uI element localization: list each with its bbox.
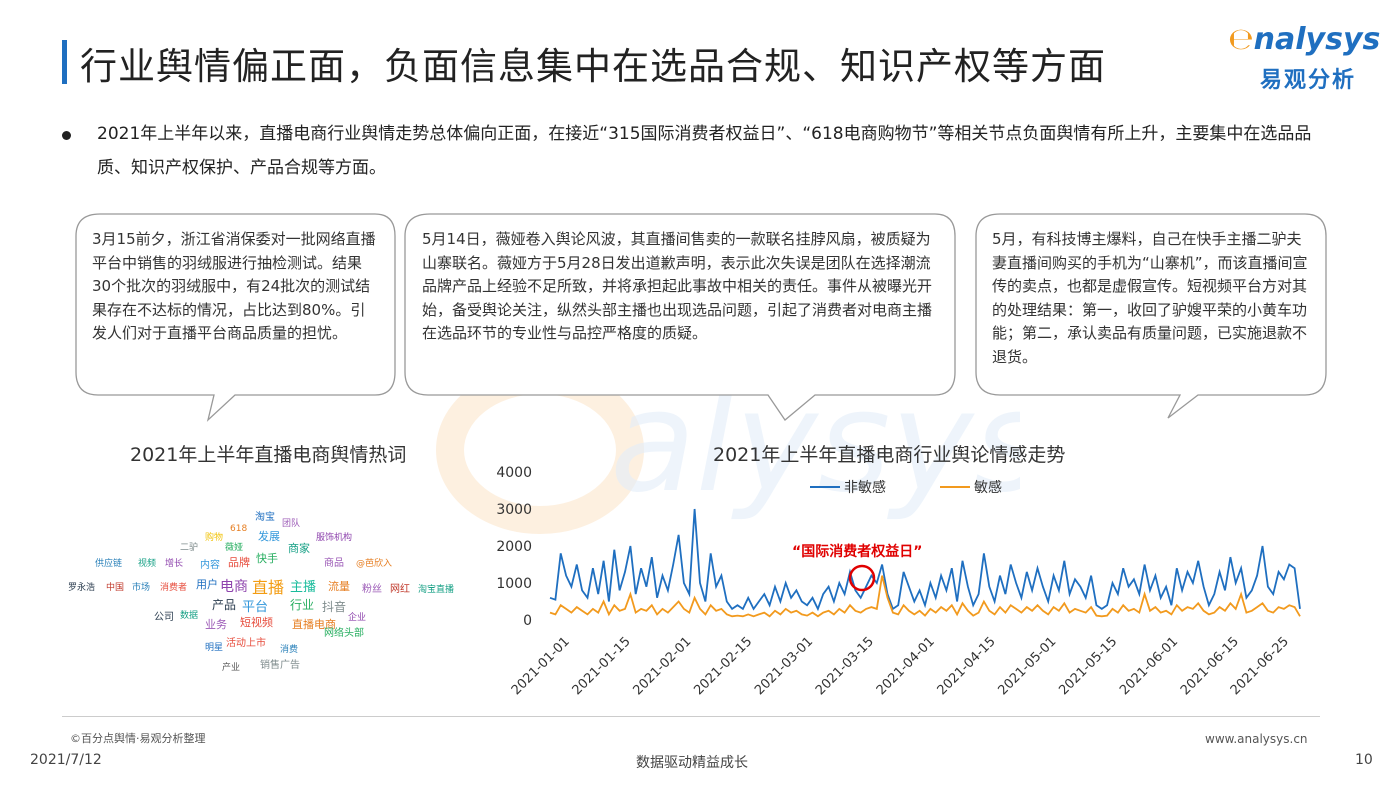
wordcloud-word: 平台 bbox=[242, 600, 269, 615]
wordcloud-word: 直播电商 bbox=[292, 618, 336, 631]
wordcloud-word: 行业 bbox=[290, 598, 315, 612]
x-tick-label: 2021-03-01 bbox=[752, 634, 816, 698]
wordcloud-word: 用户 bbox=[196, 578, 218, 591]
callout-viya-fan: 5月14日，薇娅卷入舆论风波，其直播间售卖的一款联名挂脖风扇，被质疑为山寨联名。… bbox=[422, 230, 933, 342]
series-line-sensitive bbox=[549, 575, 1301, 618]
wordcloud-word: 产业 bbox=[222, 663, 241, 673]
wordcloud-word: 短视频 bbox=[240, 616, 273, 629]
bullet-dot-icon bbox=[62, 131, 71, 140]
wordcloud-word: 淘宝 bbox=[255, 512, 275, 523]
summary-text: 2021年上半年以来，直播电商行业舆情走势总体偏向正面，在接近“315国际消费者… bbox=[97, 124, 1312, 178]
x-tick-label: 2021-05-15 bbox=[1056, 634, 1120, 698]
wordcloud-word: 产品 bbox=[212, 598, 237, 612]
wordcloud-word: 网络头部 bbox=[324, 628, 364, 639]
wordcloud-word: 增长 bbox=[165, 559, 184, 569]
wordcloud-word: 业务 bbox=[205, 618, 227, 631]
wordcloud-word: 供应链 bbox=[95, 559, 123, 569]
x-tick-label: 2021-04-15 bbox=[935, 634, 999, 698]
wordcloud-word: 公司 bbox=[154, 612, 174, 623]
wordcloud-word: 二驴 bbox=[180, 543, 199, 553]
wordcloud-word: 消费 bbox=[280, 645, 299, 655]
footer-divider bbox=[62, 716, 1320, 717]
wordcloud-word: 粉丝 bbox=[362, 584, 382, 595]
x-tick-label: 2021-01-01 bbox=[509, 634, 573, 698]
annotation-circle bbox=[848, 564, 876, 592]
wordcloud-word: 活动上市 bbox=[226, 638, 266, 649]
wordcloud-word: 市场 bbox=[132, 583, 151, 593]
wordcloud-word: 淘宝直播 bbox=[418, 585, 455, 595]
wordcloud-word: 网红 bbox=[390, 584, 410, 595]
x-tick-label: 2021-06-01 bbox=[1117, 634, 1181, 698]
wordcloud-word: 企业 bbox=[348, 613, 367, 623]
wordcloud-word: 直播 bbox=[252, 578, 285, 597]
x-tick-label: 2021-02-15 bbox=[691, 634, 755, 698]
x-tick-label: 2021-05-01 bbox=[995, 634, 1059, 698]
wordcloud-word: 服饰机构 bbox=[316, 533, 353, 543]
wordcloud-word: 快手 bbox=[256, 552, 278, 565]
wordcloud-word: 商品 bbox=[324, 558, 344, 569]
wordcloud-word: 电商 bbox=[220, 579, 248, 595]
wordcloud-word: 薇娅 bbox=[225, 543, 244, 553]
wordcloud-word: 内容 bbox=[200, 560, 220, 571]
legend-label: 敏感 bbox=[974, 479, 1002, 496]
x-tick-label: 2021-02-01 bbox=[630, 634, 694, 698]
wordcloud-word: 618 bbox=[230, 524, 248, 534]
wordcloud-word: 商家 bbox=[288, 542, 310, 555]
footer-slogan: 数据驱动精益成长 bbox=[636, 755, 748, 771]
y-tick-label: 0 bbox=[523, 613, 532, 629]
report-date: 2021/7/12 bbox=[30, 752, 102, 768]
y-tick-label: 4000 bbox=[496, 465, 532, 481]
sentiment-line-chart: 010002000300040002021-01-012021-01-15202… bbox=[496, 465, 1301, 698]
wordcloud-word: 罗永浩 bbox=[68, 583, 96, 593]
summary-bullet: 2021年上半年以来，直播电商行业舆情走势总体偏向正面，在接近“315国际消费者… bbox=[62, 117, 1322, 185]
wordcloud: 淘宝 团队 618 发展 购物 二驴 薇娅 商家 服饰机构供应链 视频 增长 内容 品牌 快手 商品 @芭欣入… bbox=[60, 500, 480, 680]
callout-kuaishou-phone: 5月，有科技博主爆料，自己在快手主播二驴夫妻直播间购买的手机为“山寨机”，而该直… bbox=[992, 230, 1308, 366]
wordcloud-word: 主播 bbox=[290, 580, 317, 595]
logo-a-glyph: ℮ bbox=[1228, 22, 1254, 57]
source-note: ©百分点舆情·易观分析整理 bbox=[70, 732, 206, 745]
website-link[interactable]: www.analysys.cn bbox=[1205, 732, 1308, 746]
wordcloud-word: 消费者 bbox=[160, 583, 188, 593]
annotation-label: “国际消费者权益日” bbox=[792, 543, 922, 560]
x-tick-label: 2021-03-15 bbox=[813, 634, 877, 698]
page-number: 10 bbox=[1355, 752, 1373, 768]
wordcloud-word: 数据 bbox=[180, 611, 199, 621]
wordcloud-word: 视频 bbox=[138, 559, 157, 569]
y-tick-label: 2000 bbox=[496, 539, 532, 555]
chart-title: 2021年上半年直播电商行业舆论情感走势 bbox=[713, 444, 1066, 466]
series-line-non-sensitive bbox=[549, 508, 1301, 612]
page-title: 行业舆情偏正面，负面信息集中在选品合规、知识产权等方面 bbox=[80, 45, 1106, 88]
logo-zh-text: 易观分析 bbox=[1260, 68, 1357, 93]
callout-down-jacket: 3月15前夕，浙江省消保委对一批网络直播平台中销售的羽绒服进行抽检测试。结果30… bbox=[92, 230, 376, 342]
x-tick-label: 2021-04-01 bbox=[874, 634, 938, 698]
x-tick-label: 2021-01-15 bbox=[570, 634, 634, 698]
wordcloud-word: 抖音 bbox=[322, 600, 347, 614]
wordcloud-word: 流量 bbox=[328, 580, 350, 593]
y-tick-label: 3000 bbox=[496, 502, 532, 518]
logo-en-text: nalysys bbox=[1253, 22, 1381, 57]
wordcloud-word: 销售广告 bbox=[260, 660, 300, 671]
legend-label: 非敏感 bbox=[844, 479, 886, 496]
wordcloud-word: @芭欣入 bbox=[356, 559, 393, 569]
wordcloud-word: 明星 bbox=[205, 643, 224, 653]
wordcloud-word: 品牌 bbox=[228, 556, 250, 569]
wordcloud-title: 2021年上半年直播电商舆情热词 bbox=[130, 444, 407, 466]
wordcloud-word: 购物 bbox=[205, 533, 224, 543]
analysys-logo: ℮nalysys 易观分析 bbox=[1228, 22, 1380, 94]
title-accent-bar bbox=[62, 40, 67, 84]
wordcloud-word: 发展 bbox=[258, 530, 280, 543]
wordcloud-word: 中国 bbox=[106, 583, 125, 593]
wordcloud-word: 团队 bbox=[282, 519, 301, 529]
y-tick-label: 1000 bbox=[496, 576, 532, 592]
